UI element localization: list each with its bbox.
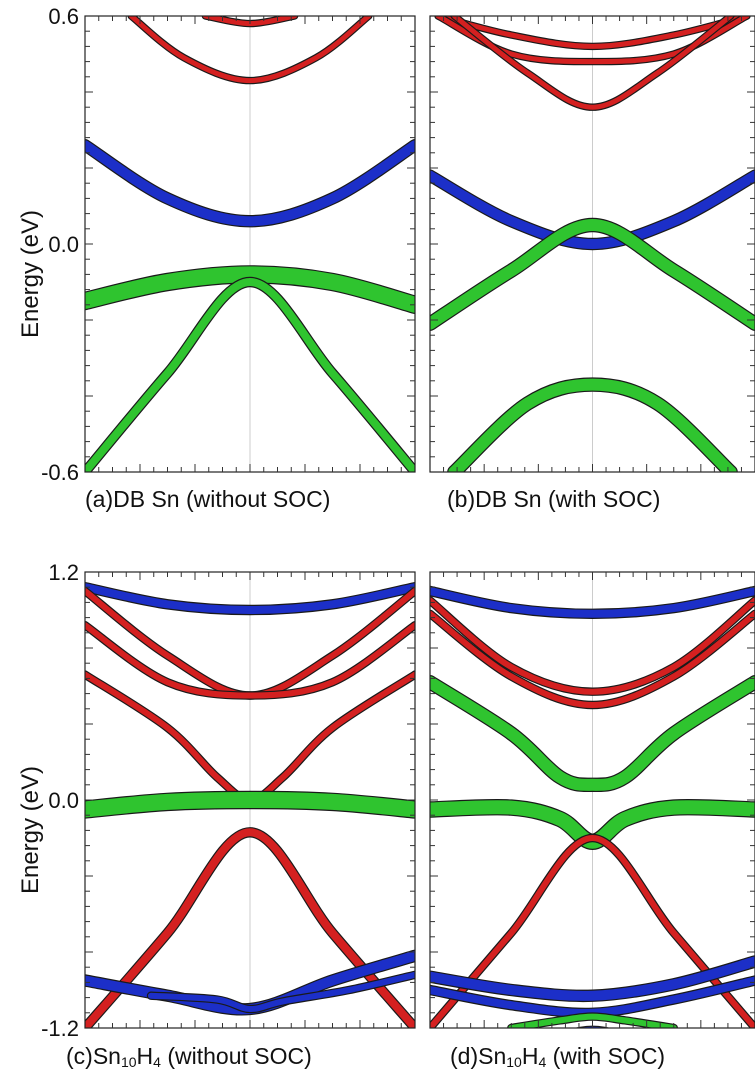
band-blue-c-0 bbox=[85, 583, 415, 614]
band-green-c-4 bbox=[85, 792, 415, 818]
band-red-b-0 bbox=[435, 16, 750, 49]
band-blue-c-7 bbox=[148, 971, 415, 1012]
panel-c: 1.2 0.0 -1.2 Energy (eV) bbox=[17, 560, 416, 1041]
band-blue-a-2 bbox=[85, 140, 415, 227]
caption-a: (a)DB Sn (without SOC) bbox=[85, 486, 330, 512]
ytick-label-c-1: 0.0 bbox=[48, 788, 79, 813]
band-green-a-4 bbox=[85, 278, 415, 472]
band-blue-b-3 bbox=[430, 170, 755, 249]
band-red-d-5 bbox=[430, 835, 755, 1028]
band-red-b-2 bbox=[451, 16, 734, 110]
band-green-d-3 bbox=[430, 676, 755, 791]
tick-marks-d bbox=[430, 572, 755, 1028]
band-green-b-4 bbox=[430, 219, 755, 330]
panel-b bbox=[429, 15, 755, 473]
ytick-label-a-0: 0.6 bbox=[48, 4, 79, 29]
band-green-a-3 bbox=[85, 266, 415, 313]
bands-d bbox=[430, 585, 755, 1028]
ytick-label-a-1: 0.0 bbox=[48, 232, 79, 257]
band-red-d-1 bbox=[430, 597, 755, 695]
ytick-label-a-2: -0.6 bbox=[41, 460, 79, 485]
band-red-c-2 bbox=[85, 622, 415, 699]
band-blue-d-0 bbox=[430, 587, 755, 618]
ytick-label-c-0: 1.2 bbox=[48, 560, 79, 585]
ylabel-a: Energy (eV) bbox=[17, 210, 44, 338]
bands-c bbox=[85, 582, 415, 1028]
band-green-b-5 bbox=[448, 378, 737, 472]
tick-marks-a bbox=[85, 16, 415, 472]
ylabel-c: Energy (eV) bbox=[17, 766, 44, 894]
bands-a bbox=[85, 16, 415, 472]
band-green-d-8 bbox=[508, 1013, 677, 1028]
caption-d: (d)Sn10H4 (with SOC) bbox=[450, 1043, 665, 1070]
tick-marks-c bbox=[85, 572, 415, 1028]
ytick-label-c-2: -1.2 bbox=[41, 1016, 79, 1041]
caption-c: (c)Sn10H4 (without SOC) bbox=[66, 1043, 312, 1070]
panel-d bbox=[429, 571, 755, 1029]
panel-a: 0.6 0.0 -0.6 Energy (eV) bbox=[17, 4, 416, 485]
band-red-a-1 bbox=[128, 16, 372, 84]
tick-marks-b bbox=[430, 16, 755, 472]
caption-b: (b)DB Sn (with SOC) bbox=[447, 486, 660, 512]
band-red-d-2 bbox=[430, 610, 755, 708]
bands-b bbox=[430, 16, 755, 472]
band-blue-d-6 bbox=[430, 956, 755, 1001]
